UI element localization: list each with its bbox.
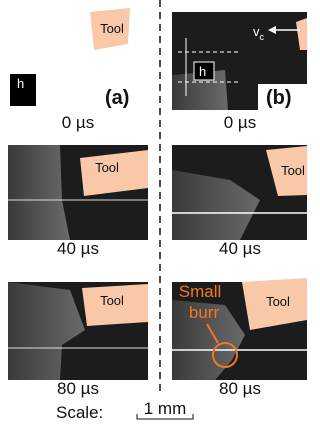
time-label: 80 µs [57, 379, 99, 398]
marker-label: h [199, 64, 206, 79]
marker-label: h [17, 76, 24, 91]
tool-label: Tool [266, 294, 290, 309]
tool-label: Tool [100, 21, 124, 36]
scale-label: Scale: [56, 403, 103, 422]
tool-label: Tool [281, 163, 305, 178]
tool-label: Tool [95, 160, 119, 175]
tool-label: Tool [100, 293, 124, 308]
panel-label: (b) [266, 87, 292, 109]
velocity-subscript: c [260, 32, 265, 42]
scale-length: 1 mm [144, 399, 187, 418]
time-label: 0 µs [62, 113, 94, 132]
figure: Tool h (a) 0 µs vc h (b) 0 µs Tool 40 µs… [0, 0, 307, 427]
time-label: 40 µs [219, 239, 261, 258]
panel-label: (a) [105, 87, 129, 109]
annotation-line: burr [189, 303, 220, 322]
time-label: 80 µs [219, 379, 261, 398]
time-label: 0 µs [224, 113, 256, 132]
time-label: 40 µs [57, 239, 99, 258]
annotation-line: Small [179, 282, 222, 301]
